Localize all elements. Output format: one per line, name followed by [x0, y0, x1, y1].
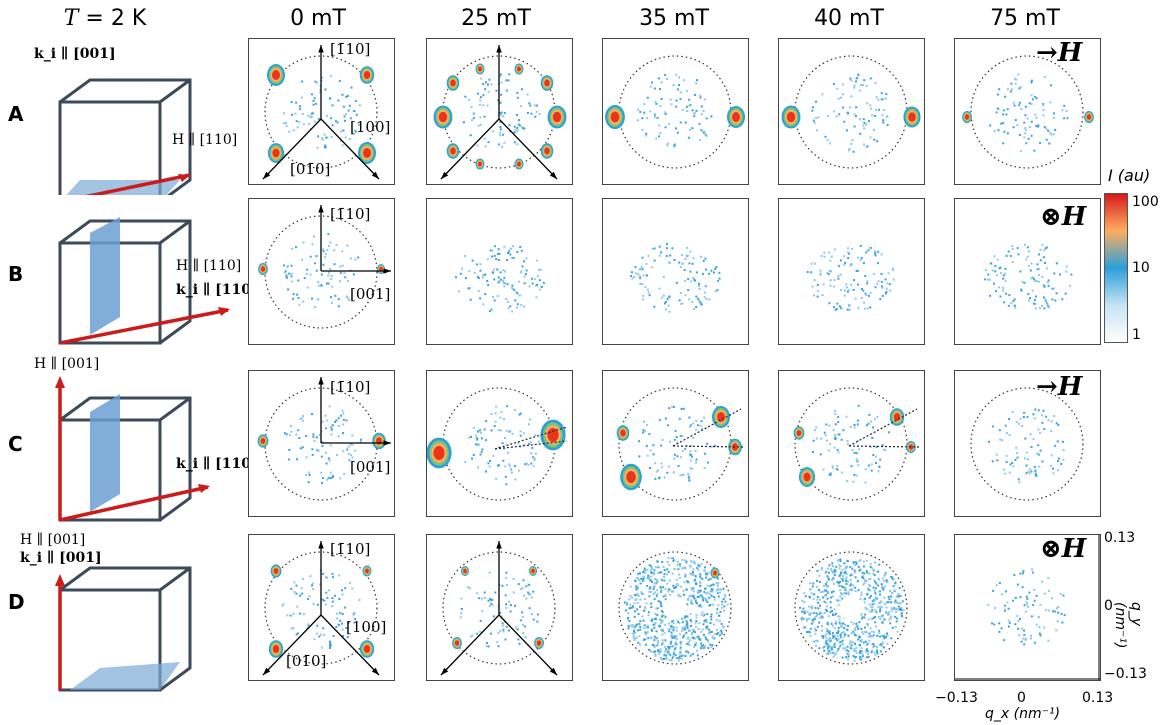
sans-pattern [630, 243, 721, 313]
cube-diagram-b [58, 217, 230, 345]
dir-d-bottom: [01̄0] [286, 652, 327, 670]
field-header-1: 25 mT [461, 6, 531, 31]
row-label-b: B [8, 262, 24, 286]
dir-d-up: [1̄10] [330, 540, 371, 558]
dir-a-right: [100] [350, 118, 391, 136]
temperature-header: T = 2 K [40, 6, 170, 31]
field-header-2: 35 mT [639, 6, 709, 31]
sans-panel-row2-col4 [954, 370, 1101, 517]
field-header-0: 0 mT [290, 6, 346, 31]
row-label-c: C [8, 432, 23, 456]
sans-pattern [984, 243, 1073, 310]
sans-pattern [427, 387, 568, 501]
qx-tick-zero: 0 [1017, 690, 1026, 706]
sans-panel-row1-col0 [248, 198, 395, 345]
sans-pattern [616, 387, 744, 501]
sans-panel-row3-col3 [778, 534, 925, 681]
sans-panel-row2-col0 [248, 370, 395, 517]
sans-panel-row2-col1 [426, 370, 573, 517]
field-glyph-b: ⊗H [1040, 202, 1087, 232]
sans-panel-row1-col1 [426, 198, 573, 345]
cube-diagram-d [55, 566, 192, 692]
sans-pattern [262, 541, 380, 676]
sans-panel-row0-col4 [954, 38, 1101, 185]
sans-panel-row3-col0 [248, 534, 395, 681]
sans-panel-row1-col2 [602, 198, 749, 345]
qy-tick-zero: 0 [1104, 598, 1113, 614]
sans-panel-row0-col0 [248, 38, 395, 185]
config-d-h: H ∥ [001] [20, 532, 86, 548]
temperature-value: = 2 K [85, 6, 147, 31]
config-a-h: H ∥ [110] [172, 132, 238, 148]
temperature-symbol: T [63, 6, 79, 31]
colorbar-tick-1: 1 [1132, 327, 1141, 343]
qx-label: q_x (nm⁻¹) [985, 706, 1061, 722]
dir-b-up: [1̄10] [330, 205, 371, 223]
qx-tick-min: −0.13 [935, 690, 978, 706]
config-b-ki: k_i ∥ [110] [176, 282, 258, 298]
config-c-h: H ∥ [001] [34, 356, 100, 372]
sans-pattern [955, 535, 1100, 680]
cube-diagram-a [58, 78, 192, 195]
sans-pattern [440, 541, 558, 676]
sans-panel-row2-col2 [602, 370, 749, 517]
qy-label: q_y (nm⁻¹) [1112, 602, 1144, 649]
config-b-h: H ∥ [110] [176, 258, 242, 274]
row-label-d: D [8, 590, 25, 614]
config-c-ki: k_i ∥ [110] [176, 456, 258, 472]
sans-panel-row0-col3 [778, 38, 925, 185]
dir-c-up: [1̄10] [330, 378, 371, 396]
colorbar-title: I (au) [1108, 166, 1151, 185]
sans-panel-row3-col1 [426, 534, 573, 681]
sans-pattern [962, 55, 1094, 169]
dir-c-right: [001] [350, 458, 391, 476]
row-label-a: A [8, 102, 24, 126]
sans-pattern [618, 551, 732, 665]
sans-panel-row1-col4 [954, 198, 1101, 345]
sans-pattern [970, 387, 1084, 501]
field-header-3: 40 mT [814, 6, 884, 31]
qy-tick-max: 0.13 [1104, 530, 1136, 546]
sans-pattern [455, 245, 545, 313]
sans-panel-row2-col3 [778, 370, 925, 517]
qx-tick-max: 0.13 [1082, 690, 1114, 706]
sans-panel-row0-col2 [602, 38, 749, 185]
field-glyph-a: →H [1036, 38, 1083, 68]
cube-diagram-c [55, 376, 210, 522]
dir-a-bottom: [01̄0] [290, 160, 331, 178]
sans-pattern [262, 45, 380, 180]
dir-b-right: [001] [350, 285, 391, 303]
sans-pattern [257, 377, 391, 501]
sans-pattern [806, 244, 895, 311]
sans-pattern [793, 387, 920, 501]
colorbar [1104, 193, 1128, 343]
config-a-ki: k_i ∥ [001] [34, 46, 116, 62]
field-header-4: 75 mT [990, 6, 1060, 31]
colorbar-tick-100: 100 [1132, 194, 1159, 210]
config-d-ki: k_i ∥ [001] [20, 550, 102, 566]
qy-tick-min: −0.13 [1104, 666, 1147, 682]
field-glyph-d: ⊗H [1040, 534, 1087, 564]
sans-pattern [605, 55, 745, 169]
sans-pattern [433, 45, 567, 180]
field-glyph-c: →H [1036, 372, 1083, 402]
sans-panel-row3-col2 [602, 534, 749, 681]
dir-d-right: [100] [346, 618, 387, 636]
dir-a-up: [1̄10] [330, 40, 371, 58]
sans-pattern [794, 551, 908, 665]
sans-pattern [258, 205, 391, 329]
sans-panel-row3-col4 [954, 534, 1101, 681]
sans-pattern [781, 55, 921, 169]
sans-panel-row1-col3 [778, 198, 925, 345]
colorbar-tick-10: 10 [1132, 260, 1150, 276]
sans-panel-row0-col1 [426, 38, 573, 185]
